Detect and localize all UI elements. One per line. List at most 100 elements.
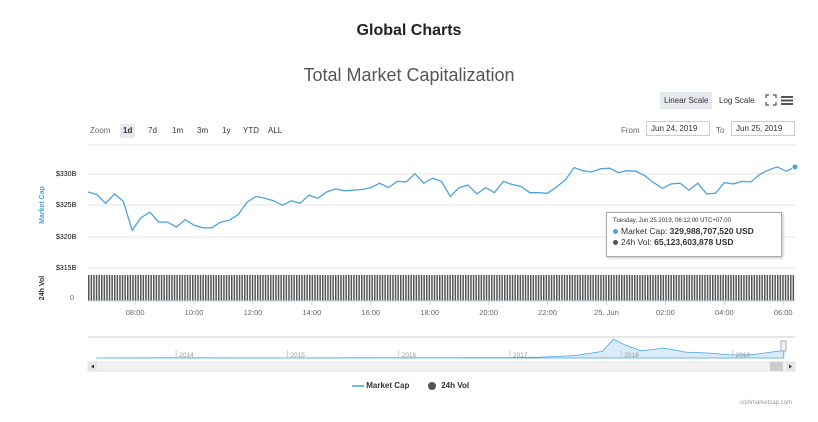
volume-bar <box>366 275 368 301</box>
volume-bar <box>652 275 654 301</box>
volume-bar <box>457 275 459 301</box>
volume-bar <box>439 275 441 301</box>
volume-bar <box>387 275 389 301</box>
chart-title: Total Market Capitalization <box>303 65 515 85</box>
volume-bar <box>540 275 542 301</box>
volume-bar <box>774 275 776 301</box>
volume-bar <box>719 275 722 301</box>
volume-bar <box>709 275 711 301</box>
volume-bar <box>654 275 657 301</box>
volume-bar <box>163 275 165 301</box>
volume-bar <box>693 275 696 301</box>
volume-bar <box>241 275 243 301</box>
volume-bar <box>233 275 236 301</box>
x-tick-label: 16:00 <box>361 308 380 317</box>
volume-bar <box>236 275 238 301</box>
zoom-7d-button[interactable]: 7d <box>148 126 157 135</box>
volume-bar <box>792 275 795 301</box>
volume-bar <box>246 275 249 301</box>
navigator-handle <box>780 340 787 352</box>
arrow-left-icon[interactable] <box>88 362 97 371</box>
hamburger-menu-icon[interactable] <box>780 93 794 107</box>
volume-bar <box>696 275 698 301</box>
zoom-ytd-button[interactable]: YTD <box>243 126 259 135</box>
volume-bar <box>155 275 158 301</box>
volume-bar <box>535 275 537 301</box>
volume-bar <box>649 275 652 301</box>
log-scale-button[interactable]: Log Scale <box>719 96 755 105</box>
volume-bar <box>524 275 527 301</box>
volume-bar <box>673 275 675 301</box>
volume-bar <box>498 275 501 301</box>
arrow-right-icon[interactable] <box>786 362 795 371</box>
volume-bar <box>618 275 620 301</box>
volume-bar <box>613 275 615 301</box>
volume-bar <box>322 275 324 301</box>
volume-bar <box>462 275 464 301</box>
volume-bar <box>218 275 220 301</box>
volume-bar <box>428 275 431 301</box>
volume-bar <box>335 275 337 301</box>
volume-bar <box>465 275 467 301</box>
x-tick-label: 08:00 <box>126 308 145 317</box>
volume-bar <box>290 275 293 301</box>
navigator-area <box>95 338 785 359</box>
volume-bar <box>706 275 709 301</box>
volume-bar <box>189 275 191 301</box>
volume-bar <box>579 275 581 301</box>
volume-bar <box>459 275 462 301</box>
market-cap-line <box>87 166 796 232</box>
volume-bar <box>615 275 618 301</box>
volume-bar <box>379 275 381 301</box>
volume-bar <box>150 275 152 301</box>
zoom-1y-button[interactable]: 1y <box>222 126 231 135</box>
volume-bar <box>587 275 589 301</box>
linear-scale-button[interactable]: Linear Scale <box>660 92 713 109</box>
volume-bar <box>527 275 529 301</box>
from-label: From <box>621 126 640 135</box>
volume-bar <box>303 275 306 301</box>
volume-bar <box>496 275 498 301</box>
volume-bar <box>311 275 314 301</box>
navigator[interactable]: 2014 2015 2016 2017 2018 2019 <box>87 336 796 372</box>
volume-bar <box>345 275 347 301</box>
volume-bar <box>423 275 425 301</box>
volume-bar <box>288 275 290 301</box>
volume-bar <box>301 275 303 301</box>
volume-bar <box>389 275 392 301</box>
volume-bar <box>324 275 327 301</box>
volume-bar <box>501 275 503 301</box>
volume-bar <box>249 275 251 301</box>
zoom-1m-button[interactable]: 1m <box>172 126 184 135</box>
volume-bar <box>199 275 202 301</box>
volume-bar <box>441 275 444 301</box>
legend-volume[interactable]: 24h Vol <box>428 381 469 391</box>
volume-bar <box>610 275 613 301</box>
zoom-1d-button[interactable]: 1d <box>120 124 136 138</box>
volume-bar <box>283 275 285 301</box>
volume-bar <box>332 275 334 301</box>
volume-bar <box>140 275 142 301</box>
fullscreen-icon[interactable] <box>764 93 778 107</box>
volume-bars <box>88 275 795 301</box>
from-date-input[interactable] <box>646 121 710 136</box>
volume-bar <box>758 275 761 301</box>
zoom-all-button[interactable]: ALL <box>268 126 283 135</box>
volume-bar <box>280 275 282 301</box>
volume-bar <box>168 275 171 301</box>
volume-bar <box>779 275 782 301</box>
volume-bar <box>571 275 574 301</box>
zoom-3m-button[interactable]: 3m <box>197 126 209 135</box>
volume-bar <box>530 275 532 301</box>
to-date-input[interactable] <box>731 121 795 136</box>
volume-bar <box>186 275 189 301</box>
credits[interactable]: coinmarketcap.com <box>739 400 792 406</box>
navigator-tick-label: 2017 <box>513 352 528 359</box>
volume-bar <box>680 275 683 301</box>
volume-bar <box>98 275 100 301</box>
volume-bar <box>548 275 550 301</box>
legend-market-cap[interactable]: Market Cap <box>352 381 410 390</box>
volume-bar <box>493 275 496 301</box>
volume-bar <box>197 275 199 301</box>
volume-bar <box>769 275 771 301</box>
